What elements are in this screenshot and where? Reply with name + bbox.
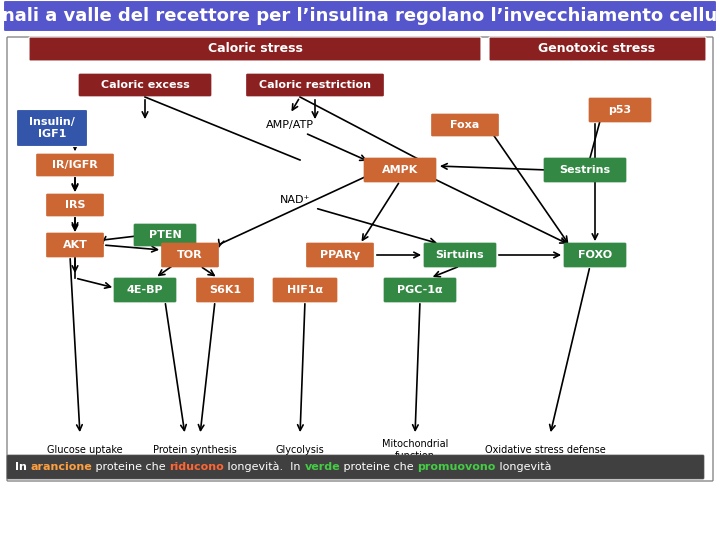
FancyBboxPatch shape [114, 278, 176, 302]
Text: riducono: riducono [170, 462, 225, 472]
FancyBboxPatch shape [7, 455, 704, 479]
Text: Protein synthesis: Protein synthesis [153, 445, 237, 455]
FancyBboxPatch shape [7, 37, 713, 481]
FancyBboxPatch shape [79, 74, 211, 96]
Text: p53: p53 [608, 105, 631, 115]
Text: HIF1α: HIF1α [287, 285, 323, 295]
Text: proteine che: proteine che [340, 462, 417, 472]
FancyBboxPatch shape [489, 37, 706, 61]
Text: Oxidative stress defense: Oxidative stress defense [485, 445, 606, 455]
Text: AKT: AKT [63, 240, 87, 250]
FancyBboxPatch shape [431, 114, 498, 136]
Text: arancione: arancione [31, 462, 92, 472]
Text: Segnali a valle del recettore per l’insulina regolano l’invecchiamento cellulare: Segnali a valle del recettore per l’insu… [0, 7, 720, 25]
Text: In: In [15, 462, 31, 472]
Text: TOR: TOR [177, 250, 203, 260]
Text: Caloric restriction: Caloric restriction [259, 80, 371, 90]
Text: Glycolysis: Glycolysis [276, 445, 325, 455]
FancyBboxPatch shape [37, 154, 114, 176]
FancyBboxPatch shape [384, 278, 456, 302]
Text: longevità.  In: longevità. In [225, 462, 305, 472]
Text: PTEN: PTEN [148, 230, 181, 240]
Text: promuovono: promuovono [417, 462, 495, 472]
Text: IRS: IRS [65, 200, 85, 210]
Text: verde: verde [305, 462, 340, 472]
FancyBboxPatch shape [47, 233, 104, 257]
Text: Glucose uptake: Glucose uptake [48, 445, 123, 455]
FancyBboxPatch shape [273, 278, 337, 302]
FancyBboxPatch shape [197, 278, 253, 302]
Text: Sestrins: Sestrins [559, 165, 611, 175]
Text: 4E-BP: 4E-BP [127, 285, 163, 295]
FancyBboxPatch shape [364, 158, 436, 182]
Text: Caloric excess: Caloric excess [101, 80, 189, 90]
FancyBboxPatch shape [589, 98, 651, 122]
FancyBboxPatch shape [307, 243, 374, 267]
Text: Sirtuins: Sirtuins [436, 250, 485, 260]
FancyBboxPatch shape [17, 110, 88, 146]
FancyBboxPatch shape [161, 243, 218, 267]
Text: PPARγ: PPARγ [320, 250, 360, 260]
FancyBboxPatch shape [544, 158, 626, 182]
FancyBboxPatch shape [246, 74, 384, 96]
FancyBboxPatch shape [424, 243, 496, 267]
Text: Insulin/
IGF1: Insulin/ IGF1 [29, 117, 75, 139]
FancyBboxPatch shape [564, 243, 626, 267]
Text: NAD⁺: NAD⁺ [280, 195, 310, 205]
Text: S6K1: S6K1 [209, 285, 241, 295]
Text: AMP/ATP: AMP/ATP [266, 120, 314, 130]
FancyBboxPatch shape [29, 37, 481, 61]
Text: Genotoxic stress: Genotoxic stress [539, 43, 656, 56]
Text: proteine che: proteine che [92, 462, 170, 472]
Text: PGC-1α: PGC-1α [397, 285, 443, 295]
FancyBboxPatch shape [3, 0, 717, 32]
Text: longevità: longevità [495, 462, 551, 472]
Text: Foxa: Foxa [451, 120, 480, 130]
Text: Mitochondrial
function: Mitochondrial function [382, 439, 448, 461]
Text: FOXO: FOXO [578, 250, 612, 260]
Text: AMPK: AMPK [382, 165, 418, 175]
FancyBboxPatch shape [134, 224, 196, 246]
FancyBboxPatch shape [47, 194, 104, 216]
Text: Caloric stress: Caloric stress [207, 43, 302, 56]
Text: IR/IGFR: IR/IGFR [52, 160, 98, 170]
